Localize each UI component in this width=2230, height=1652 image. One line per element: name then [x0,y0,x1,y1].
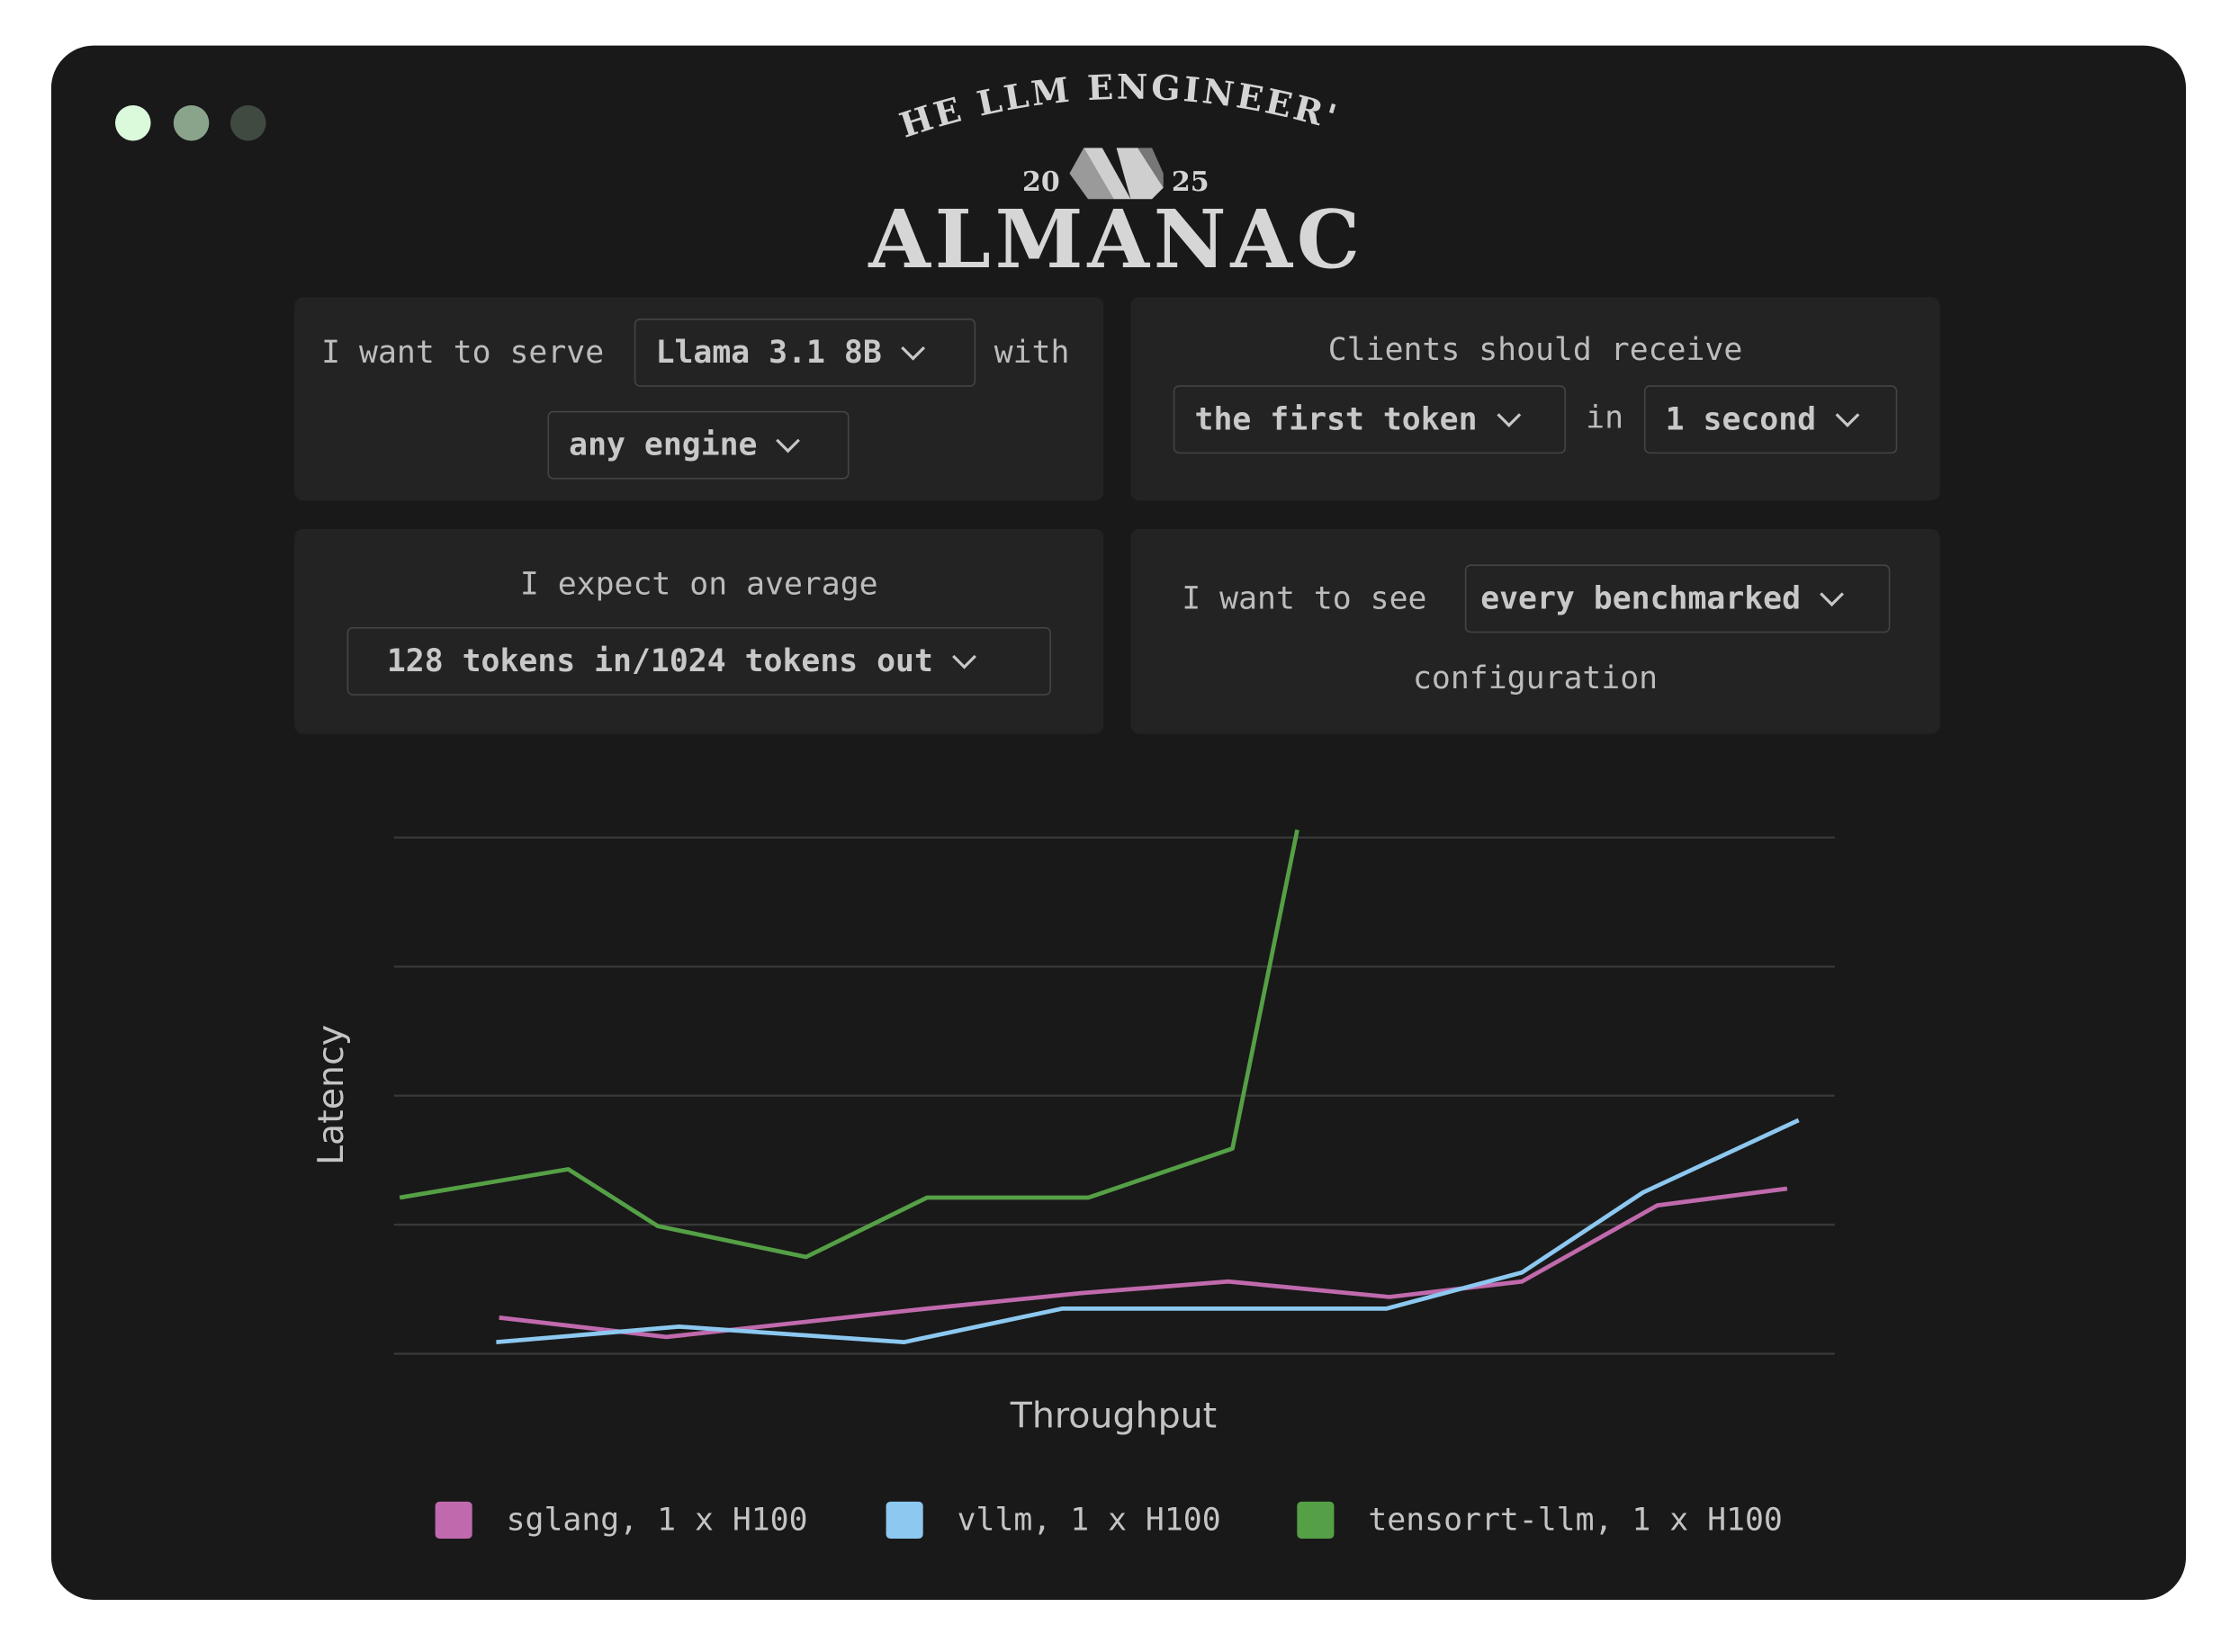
model-select-value: Llama 3.1 8B [655,335,882,371]
series-line-sglang[interactable] [499,1186,1788,1340]
clients-middle-label: in [1586,400,1624,437]
legend-item-sglang[interactable]: sglang, 1 x H100 [435,1501,808,1539]
config-filter-select[interactable]: every benchmarked [1464,564,1891,633]
time-select-value: 1 second [1665,401,1817,437]
chart-series [399,829,1800,1345]
workload-select[interactable]: 128 tokens in/1024 tokens out [346,626,1051,696]
legend-item-tensorrt-llm[interactable]: tensorrt-llm, 1 x H100 [1297,1501,1783,1539]
engine-select-value: any engine [569,426,758,463]
y-axis-label: Latency [310,1025,352,1165]
model-select[interactable]: Llama 3.1 8B [634,319,976,387]
legend-swatch [1297,1501,1335,1539]
legend-swatch [435,1501,472,1539]
see-suffix-label: configuration [1412,660,1659,697]
time-select[interactable]: 1 second [1643,385,1898,454]
almanac-logo: THE LLM ENGINEER'S 20 25 ALMANAC [853,71,1364,277]
see-prefix-label: I want to see [1182,581,1427,617]
serve-prefix-label: I want to serve [321,335,605,372]
legend-item-vllm[interactable]: vllm, 1 x H100 [886,1501,1221,1539]
logo-year-right: 25 [1172,166,1209,198]
logo-year-left: 20 [1022,166,1060,198]
x-axis-label: Throughput [1010,1396,1217,1437]
target-select-value: the first token [1194,401,1478,437]
engine-select[interactable]: any engine [547,410,850,480]
window-dot-3[interactable] [230,104,266,141]
see-panel: I want to see every benchmarked configur… [1130,528,1940,734]
serve-suffix-label: with [994,335,1070,372]
clients-panel: Clients should receive the first token i… [1130,297,1940,501]
logo-mark-icon [1069,148,1164,200]
legend-label: sglang, 1 x H100 [506,1502,808,1539]
legend-swatch [886,1501,923,1539]
clients-prefix-label: Clients should receive [1327,332,1743,369]
legend-label: vllm, 1 x H100 [957,1502,1221,1539]
expect-prefix-label: I expect on average [519,567,878,604]
window-dot-1[interactable] [115,104,151,141]
series-line-tensorrt-llm[interactable] [399,829,1299,1260]
expect-panel: I expect on average 128 tokens in/1024 t… [294,528,1104,734]
series-line-vllm[interactable] [496,1118,1800,1345]
config-filter-select-value: every benchmarked [1480,580,1802,617]
logo-title: ALMANAC [868,193,1364,277]
legend-label: tensorrt-llm, 1 x H100 [1368,1502,1783,1539]
target-select[interactable]: the first token [1173,385,1567,454]
window-dot-2[interactable] [173,104,210,141]
serve-panel: I want to serve Llama 3.1 8B with any en… [294,297,1104,501]
workload-select-value: 128 tokens in/1024 tokens out [386,643,933,679]
chart-grid [393,836,1835,1355]
